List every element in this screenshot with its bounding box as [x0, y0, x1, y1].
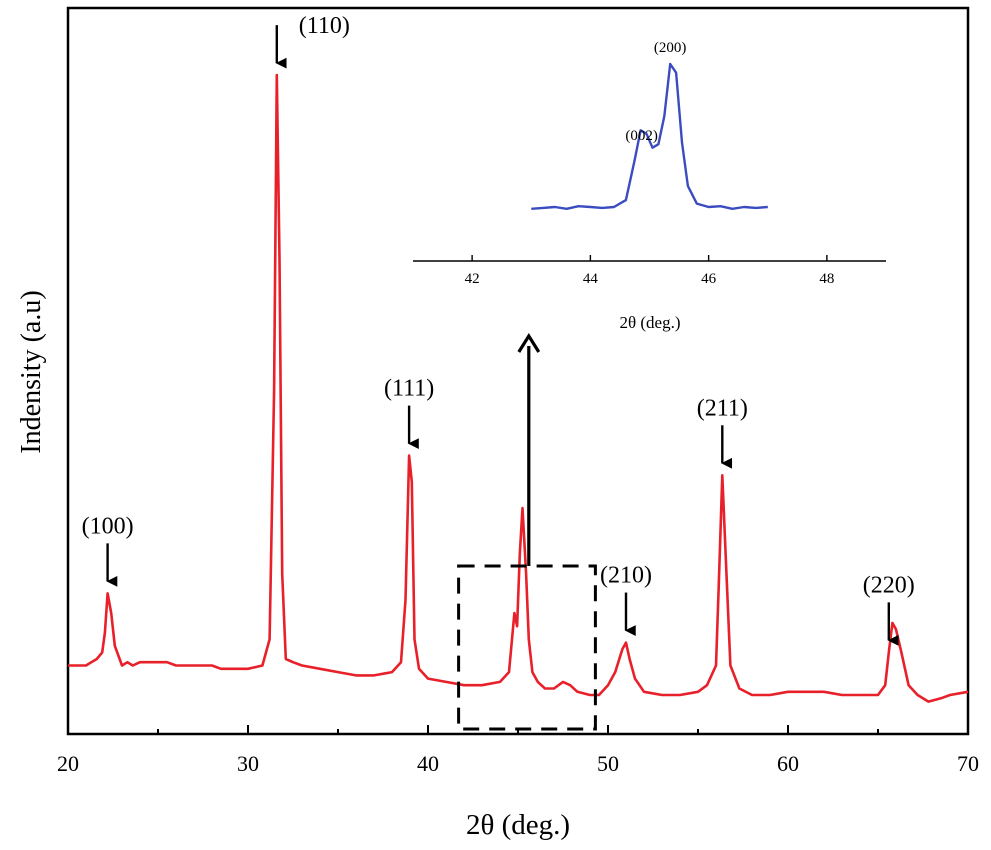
peak-label: (110): [299, 13, 350, 39]
inset-peak-label: (200): [654, 40, 687, 56]
x-tick-label: 70: [957, 751, 979, 776]
xrd-series-line: [68, 73, 969, 703]
x-tick-label: 50: [597, 751, 619, 776]
main-series: [68, 73, 969, 703]
inset-series-line: [531, 62, 768, 211]
peak-label: (100): [82, 513, 134, 539]
x-tick-label: 30: [237, 751, 259, 776]
inset-x-tick-label: 42: [465, 271, 480, 287]
zoom-arrow-head: [517, 332, 541, 353]
inset-x-tick-label: 44: [583, 271, 599, 287]
inset-x-axis-label: 2θ (deg.): [619, 313, 680, 332]
main-peak-labels: (100) (110) (111) (210) (211) (220): [82, 13, 915, 646]
zoom-indicator: [457, 332, 597, 731]
inset-peak-labels: (002) (200): [625, 40, 686, 144]
main-x-ticks: 20 30 40 50 60 70: [57, 725, 979, 776]
peak-label: (220): [863, 572, 915, 598]
y-axis-label: Indensity (a.u): [16, 290, 47, 453]
inset-x-tick-label: 46: [701, 271, 717, 287]
peak-label: (111): [384, 376, 434, 402]
peak-label: (210): [600, 563, 652, 589]
zoom-box: [457, 564, 597, 731]
x-axis-label: 2θ (deg.): [466, 809, 570, 841]
inset-x-tick-label: 48: [819, 271, 834, 287]
x-tick-label: 60: [777, 751, 799, 776]
x-tick-label: 20: [57, 751, 79, 776]
inset-axes: 42 44 46 48: [413, 255, 886, 287]
inset-peak-label: (002): [625, 128, 658, 144]
peak-label: (211): [697, 395, 748, 421]
inset-series: [531, 62, 768, 211]
x-tick-label: 40: [417, 751, 439, 776]
